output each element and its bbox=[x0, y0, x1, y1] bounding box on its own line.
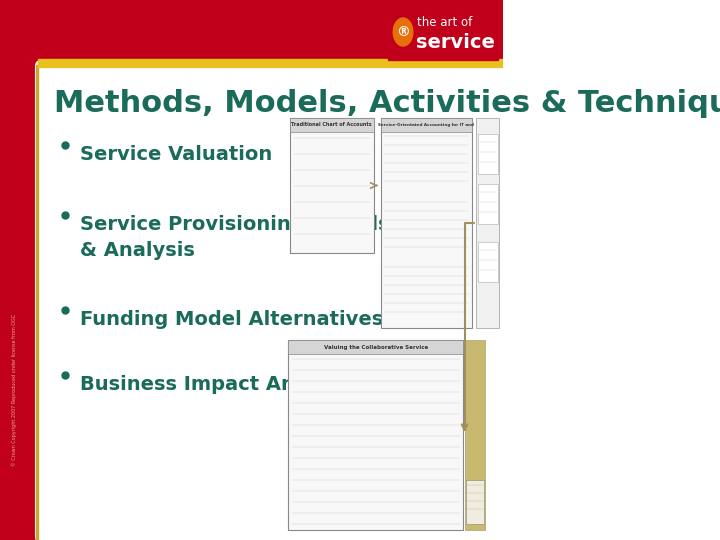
Bar bbox=[38, 59, 503, 67]
Text: Business Impact Analysis (BIA): Business Impact Analysis (BIA) bbox=[81, 375, 419, 394]
Text: the art of: the art of bbox=[417, 17, 472, 30]
Bar bbox=[290, 118, 374, 253]
Bar bbox=[464, 340, 485, 530]
Bar bbox=[290, 118, 374, 132]
Text: service: service bbox=[415, 32, 495, 51]
Text: Service Provisioning Models
& Analysis: Service Provisioning Models & Analysis bbox=[81, 215, 390, 260]
Text: ®: ® bbox=[396, 25, 410, 39]
Text: Funding Model Alternatives: Funding Model Alternatives bbox=[81, 310, 384, 329]
Text: Methods, Models, Activities & Techniques: Methods, Models, Activities & Techniques bbox=[54, 89, 720, 118]
Bar bbox=[0, 0, 503, 65]
Bar bbox=[289, 340, 463, 530]
Circle shape bbox=[396, 22, 410, 42]
Bar bbox=[35, 65, 38, 540]
Bar bbox=[477, 118, 500, 328]
Bar bbox=[381, 118, 472, 328]
Bar bbox=[387, 5, 498, 60]
Circle shape bbox=[393, 18, 413, 46]
Bar bbox=[478, 184, 498, 224]
Bar bbox=[0, 0, 38, 540]
Bar bbox=[466, 480, 484, 524]
Bar bbox=[478, 242, 498, 282]
Bar bbox=[478, 134, 498, 174]
Bar bbox=[381, 118, 472, 132]
Bar bbox=[289, 340, 463, 354]
Text: Service-Orientated Accounting for IT and: Service-Orientated Accounting for IT and bbox=[378, 123, 474, 127]
Text: Service Valuation: Service Valuation bbox=[81, 145, 273, 164]
Text: Valuing the Collaborative Service: Valuing the Collaborative Service bbox=[324, 345, 428, 349]
Text: Traditional Chart of Accounts: Traditional Chart of Accounts bbox=[292, 123, 372, 127]
Text: © Crown Copyright 2007 Reproduced under license from OGC: © Crown Copyright 2007 Reproduced under … bbox=[11, 314, 17, 466]
FancyBboxPatch shape bbox=[35, 61, 503, 540]
